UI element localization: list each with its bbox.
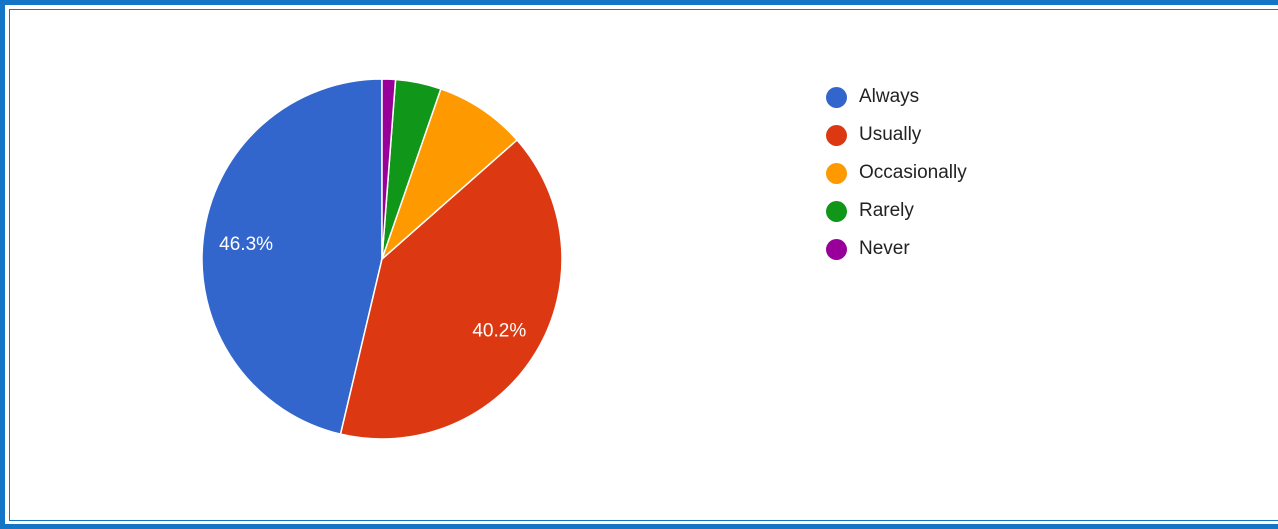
legend-label: Always [859, 86, 919, 108]
legend-item-always[interactable]: Always [826, 78, 967, 116]
legend-label: Rarely [859, 200, 914, 222]
chart-legend: Always Usually Occasionally Rarely Never [826, 78, 967, 268]
slice-label-always: 46.3% [219, 234, 273, 255]
legend-label: Usually [859, 124, 921, 146]
legend-swatch [826, 125, 847, 146]
legend-swatch [826, 201, 847, 222]
legend-label: Occasionally [859, 162, 967, 184]
legend-item-never[interactable]: Never [826, 230, 967, 268]
legend-label: Never [859, 238, 910, 260]
legend-swatch [826, 87, 847, 108]
legend-swatch [826, 163, 847, 184]
legend-item-occasionally[interactable]: Occasionally [826, 154, 967, 192]
slice-label-usually: 40.2% [472, 320, 526, 341]
legend-item-rarely[interactable]: Rarely [826, 192, 967, 230]
legend-item-usually[interactable]: Usually [826, 116, 967, 154]
legend-swatch [826, 239, 847, 260]
